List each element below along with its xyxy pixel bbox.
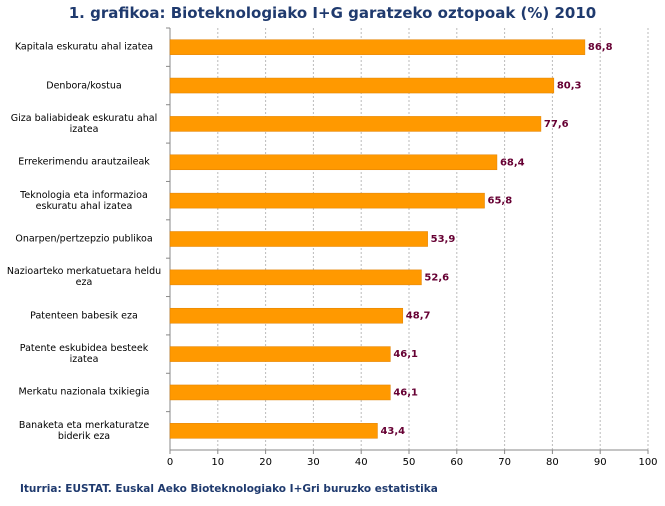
value-label: 52,6: [424, 272, 449, 283]
bar: [169, 77, 555, 94]
y-tick-label: Merkatu nazionala txikiegia: [18, 386, 150, 398]
source-note: Iturria: EUSTAT. Euskal Aeko Bioteknolog…: [20, 483, 438, 495]
x-tick-label: 40: [355, 457, 368, 468]
y-tick-label: Patenteen babesik eza: [30, 310, 138, 322]
x-tick-label: 80: [546, 457, 559, 468]
bar: [169, 116, 542, 132]
y-tick-label: Errekerimendu arautzaileak: [18, 156, 150, 168]
y-tick-label: Giza baliabideak eskuratu ahal izatea: [10, 112, 158, 135]
bar: [169, 192, 485, 209]
value-label: 65,8: [488, 196, 513, 207]
bar: [169, 423, 378, 439]
y-tick-label: Onarpen/pertzepzio publikoa: [15, 233, 153, 245]
value-label: 53,9: [431, 234, 456, 245]
value-label: 80,3: [557, 81, 582, 92]
chart-title: 1. grafikoa: Bioteknologiako I+G garatze…: [68, 4, 597, 22]
value-label: 77,6: [544, 119, 569, 130]
value-label: 43,4: [380, 426, 405, 437]
y-tick-label: Denbora/kostua: [46, 80, 122, 92]
y-tick-label: Kapitala eskuratu ahal izatea: [14, 41, 154, 53]
value-label: 86,8: [588, 42, 613, 53]
x-tick-label: 20: [259, 457, 272, 468]
value-label: 46,1: [393, 349, 418, 360]
bar: [169, 39, 586, 55]
x-tick-label: 100: [638, 457, 657, 468]
x-tick-label: 90: [594, 457, 607, 468]
x-tick-label: 50: [403, 457, 416, 468]
x-tick-label: 0: [167, 457, 173, 468]
x-tick-label: 60: [450, 457, 463, 468]
bar: [169, 384, 391, 401]
y-tick-label: Nazioarteko merkatuetara heldu eza: [6, 266, 162, 289]
bar: [169, 307, 404, 324]
y-tick-label: Patente eskubidea besteek izatea: [19, 343, 149, 366]
y-tick-label: Teknologia eta informazioa eskuratu ahal…: [20, 189, 148, 212]
bar: [169, 231, 428, 247]
x-tick-label: 70: [498, 457, 511, 468]
bar: [169, 269, 422, 286]
bar: [169, 154, 498, 171]
value-label: 46,1: [393, 387, 418, 398]
value-label: 68,4: [500, 157, 525, 168]
x-tick-label: 30: [307, 457, 320, 468]
y-tick-label: Banaketa eta merkaturatze biderik eza: [18, 419, 150, 442]
value-label: 48,7: [406, 311, 431, 322]
bar: [169, 346, 391, 362]
x-tick-label: 10: [211, 457, 224, 468]
